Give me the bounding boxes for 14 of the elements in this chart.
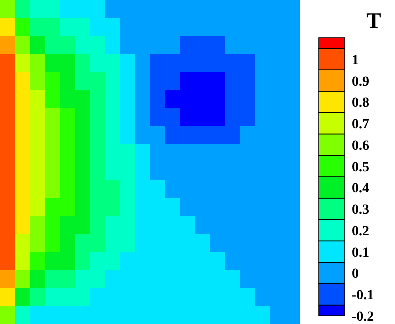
color-bar-label: 0.6 xyxy=(352,138,370,154)
color-bar-label: -0.2 xyxy=(352,310,374,324)
color-bar-label: 0 xyxy=(352,267,359,282)
color-bar-title: T xyxy=(366,8,382,33)
color-bar-label: 0.2 xyxy=(352,224,370,240)
color-bar-label: -0.1 xyxy=(352,288,374,304)
color-bar-label: 1 xyxy=(352,53,359,68)
color-bar-label: 0.4 xyxy=(352,182,370,197)
color-bar-label: 0.5 xyxy=(352,160,370,176)
color-bar-label: 0.3 xyxy=(352,203,370,218)
color-bar-label: 0.8 xyxy=(352,96,370,112)
color-bar-label: 0.7 xyxy=(352,118,370,133)
color-bar-label: 0.9 xyxy=(352,74,370,90)
color-bar-label: 0.1 xyxy=(352,246,370,261)
